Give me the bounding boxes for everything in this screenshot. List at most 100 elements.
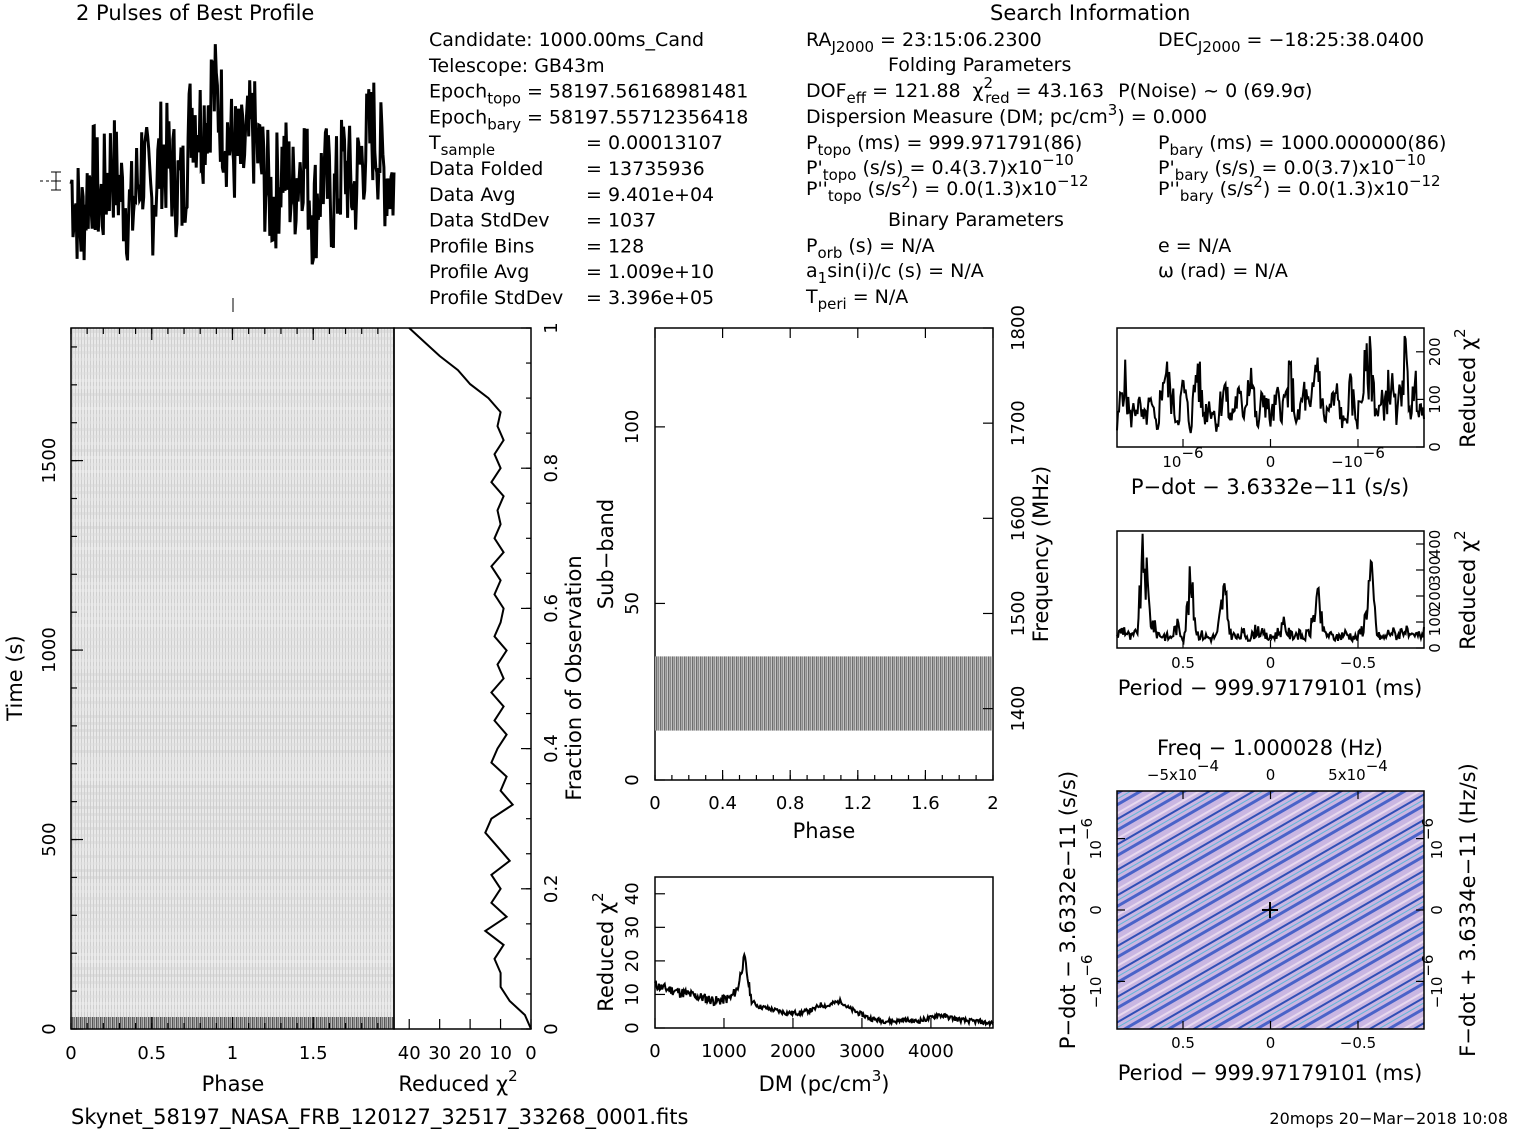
time-phase-row [71,645,394,648]
pdtopo-line: P'topo (s/s) = 0.4(3.7)x10−10 [806,151,1074,184]
time-phase-ytick-label: 500 [39,822,60,856]
time-phase-row [71,764,394,767]
dm-frame [654,876,994,1029]
dm-line: Dispersion Measure (DM; pc/cm3) = 0.000 [806,101,1207,128]
time-phase-row [71,862,394,865]
time-phase-row [71,1009,394,1012]
ptopo-line: Ptopo (ms) = 999.971791(86) [806,132,1082,159]
time-phase-row [71,638,394,641]
time-phase-row [71,771,394,774]
dm-ytick-label: 10 [622,983,643,1006]
ecc-line: e = N/A [1158,235,1231,257]
subband-xtick-label: 1.2 [843,793,872,814]
subband-y2tick-label: 1400 [1008,686,1029,732]
porb-line: Porb (s) = N/A [806,235,935,262]
subband-y2tick-label: 1600 [1008,495,1029,541]
pddtopo-line: P''topo (s/s2) = 0.0(1.3)x10−12 [806,172,1089,205]
footer-filename: Skynet_58197_NASA_FRB_120127_32517_33268… [71,1105,688,1130]
tperi-line: Tperi = N/A [805,286,908,313]
time-phase-row [71,953,394,956]
time-phase-row [71,925,394,928]
time-phase-row [71,820,394,823]
time-chi-xtick-label: 30 [428,1043,451,1064]
time-chi-ytick-label: 1 [541,322,562,333]
profile-line [69,44,396,265]
subband-y2tick-label: 1800 [1008,305,1029,351]
chi-ytick-label: 300 [1426,556,1444,585]
time-phase-row [71,750,394,753]
pp-x2tick-label: 0 [1266,766,1276,784]
time-phase-row [71,498,394,501]
time-phase-row [71,708,394,711]
time-chi-ticks: 40 30 20 10 00 0.2 0.4 0.6 0.8 1 [398,322,562,1064]
time-phase-row [71,869,394,872]
time-phase-heatmap [71,328,394,1029]
subband-y2label: Frequency (MHz) [1029,466,1053,642]
dm-line [654,951,994,1029]
info-left-row: Profile StdDev = 3.396e+05 [429,287,714,309]
chi-ytick-label: 0 [1426,442,1444,452]
dm-ytick-label: 20 [622,949,643,972]
chi-ytick-label: 0 [1426,643,1444,653]
time-phase-row [71,722,394,725]
binary-title: Binary Parameters [888,209,1064,231]
time-phase-row [71,505,394,508]
pddbary-line: P''bary (s/s2) = 0.0(1.3)x10−12 [1158,172,1441,205]
period-chi-ylabel: Reduced χ2 [1451,530,1480,649]
subband-ylabel: Sub−band [594,499,618,609]
chi-xtick-label: −10−6 [1331,444,1385,471]
time-phase-row [71,512,394,515]
profile-errorbar [51,171,61,191]
time-phase-row [71,897,394,900]
time-phase-row [71,582,394,585]
time-phase-row [71,848,394,851]
time-phase-row [71,386,394,389]
time-phase-row [71,743,394,746]
subband-ytick-label: 50 [622,592,643,615]
search-title: Search Information [990,1,1190,25]
time-phase-ytick-label: 1000 [39,627,60,673]
pp-y2tick-label: 0 [1428,905,1446,915]
time-phase-row [71,981,394,984]
time-phase-row [71,988,394,991]
time-phase-row [71,855,394,858]
time-phase-row [71,449,394,452]
info-left-row: Candidate: 1000.00ms_Cand [429,29,704,51]
time-phase-row [71,533,394,536]
time-phase-row [71,554,394,557]
time-phase-row [71,778,394,781]
subband-xlabel: Phase [793,819,856,843]
time-phase-row [71,890,394,893]
subband-xtick-label: 2 [987,793,998,814]
time-phase-row [71,568,394,571]
time-phase-row [71,918,394,921]
profile-panel [40,44,396,312]
time-phase-row [71,687,394,690]
time-phase-row [71,456,394,459]
time-phase-row [71,589,394,592]
dm-panel: 0 1000 2000 3000 4000 0 10 20 30 40 DM (pc/cm3) R… [589,876,994,1096]
pp-xtick-label: 0 [1266,1034,1276,1052]
time-phase-ytick-label: 1500 [39,438,60,484]
time-chi-ytick-label: 0.8 [541,454,562,483]
folding-title: Folding Parameters [888,54,1071,76]
time-chi-ytick-label: 0.4 [541,734,562,763]
pdbary-line: P'bary (s/s) = 0.0(3.7)x10−10 [1158,151,1426,184]
info-left-row: Tsample = 0.00013107 [428,132,723,159]
time-phase-row [71,526,394,529]
pp-xtick-label: −0.5 [1340,1034,1376,1052]
time-phase-panel: 0 0.5 1 1.5 0 500 1000 1500 Phase Time (s) [3,327,395,1096]
pdot-period-panel: Freq − 1.000028 (Hz) 0.5 0 −0.5 −5x10−4 0 5x1… [1056,736,1480,1085]
chi-xtick-label: −0.5 [1340,654,1376,672]
profile-title: 2 Pulses of Best Profile [76,1,314,25]
time-phase-row [71,442,394,445]
time-phase-row [71,610,394,613]
info-left-row: Epochtopo = 58197.56168981481 [429,81,748,108]
subband-xtick-label: 0 [649,793,660,814]
chi-ytick-label: 100 [1426,385,1444,414]
chi-ytick-label: 200 [1426,337,1444,366]
time-phase-row [71,666,394,669]
time-phase-row [71,428,394,431]
period-chi-xlabel: Period − 999.97179101 (ms) [1118,676,1423,700]
